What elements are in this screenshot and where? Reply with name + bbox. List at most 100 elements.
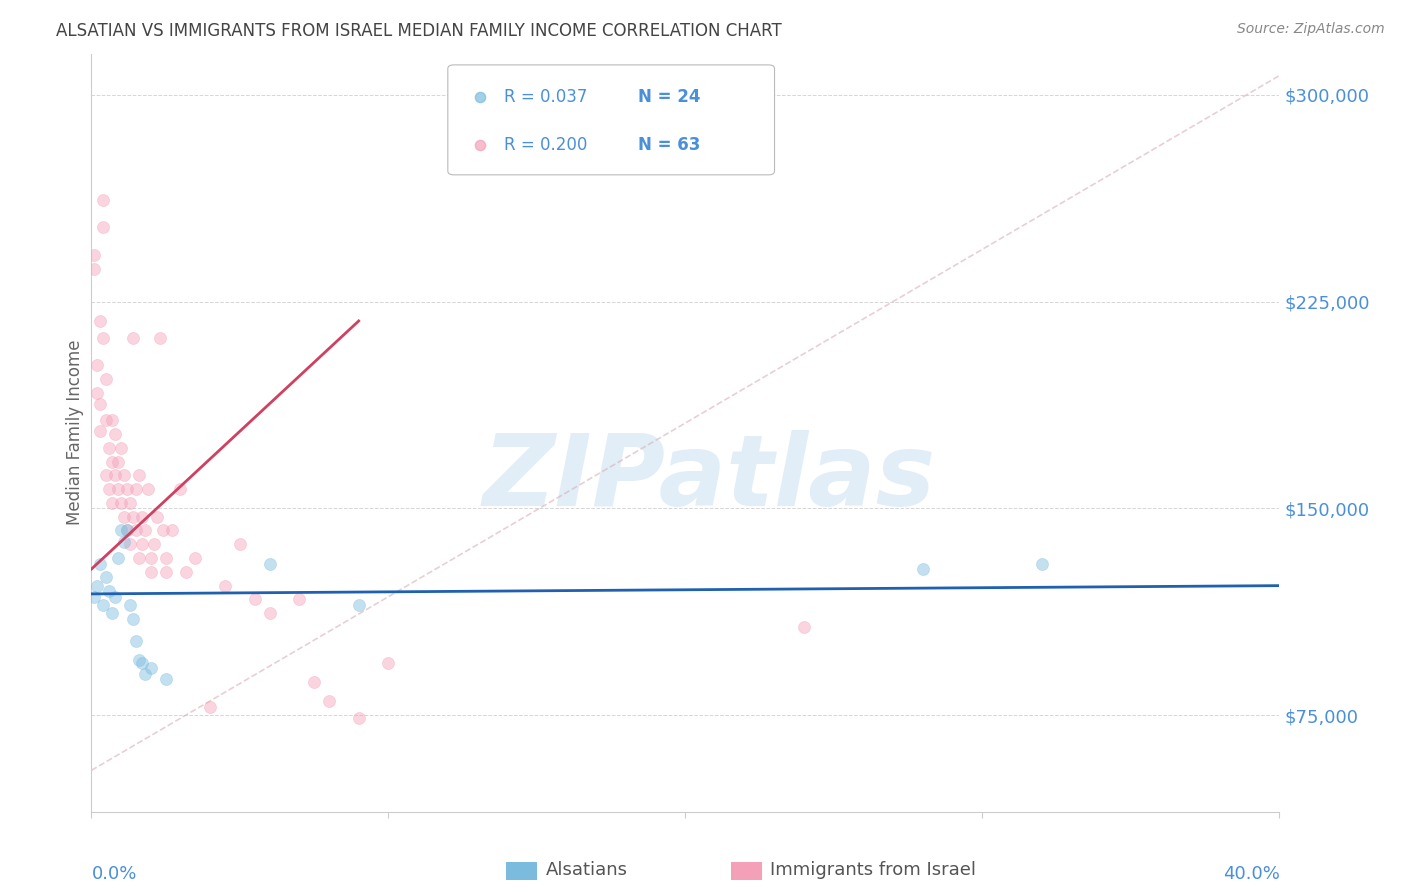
Point <box>107 454 129 468</box>
Point <box>302 675 325 690</box>
FancyBboxPatch shape <box>447 65 775 175</box>
Point <box>122 509 145 524</box>
Point <box>110 496 132 510</box>
Point <box>104 590 127 604</box>
Point <box>125 524 148 538</box>
Point <box>86 385 108 400</box>
Point <box>184 551 207 566</box>
Point <box>89 397 111 411</box>
Text: N = 63: N = 63 <box>638 136 700 154</box>
Point <box>377 656 399 670</box>
Text: ALSATIAN VS IMMIGRANTS FROM ISRAEL MEDIAN FAMILY INCOME CORRELATION CHART: ALSATIAN VS IMMIGRANTS FROM ISRAEL MEDIA… <box>56 22 782 40</box>
Point <box>318 694 340 708</box>
Point <box>118 598 141 612</box>
Point <box>131 656 153 670</box>
Point <box>110 441 132 455</box>
Point <box>83 248 105 262</box>
Point <box>229 537 252 551</box>
Point <box>911 562 934 576</box>
Point <box>104 427 127 442</box>
Point <box>83 261 105 276</box>
Text: R = 0.037: R = 0.037 <box>503 88 588 106</box>
Point <box>96 372 118 386</box>
Point <box>136 482 159 496</box>
Point <box>110 524 132 538</box>
Point <box>214 579 236 593</box>
Point <box>104 468 127 483</box>
Point <box>86 579 108 593</box>
Point <box>139 661 162 675</box>
Y-axis label: Median Family Income: Median Family Income <box>66 340 84 525</box>
Point <box>83 590 105 604</box>
Point <box>101 413 124 427</box>
Point <box>200 700 222 714</box>
Point <box>98 584 121 599</box>
Text: N = 24: N = 24 <box>638 88 700 106</box>
Point <box>155 673 177 687</box>
Point <box>107 482 129 496</box>
Point <box>115 524 138 538</box>
Point <box>134 524 156 538</box>
Point <box>91 193 114 207</box>
Point <box>128 653 150 667</box>
Point <box>101 496 124 510</box>
Point <box>91 220 114 235</box>
Point <box>118 537 141 551</box>
Point <box>149 330 172 344</box>
Point <box>131 509 153 524</box>
Point <box>347 711 370 725</box>
Point <box>131 537 153 551</box>
Point <box>259 606 281 620</box>
Point <box>142 537 165 551</box>
Point <box>89 557 111 571</box>
Point <box>125 633 148 648</box>
Point <box>98 482 121 496</box>
Point <box>112 468 135 483</box>
Point <box>128 551 150 566</box>
Point <box>128 468 150 483</box>
Point <box>793 620 815 634</box>
Point <box>96 468 118 483</box>
Point <box>139 565 162 579</box>
Text: Alsatians: Alsatians <box>546 861 627 879</box>
Point <box>145 509 167 524</box>
Point <box>115 524 138 538</box>
Point <box>101 606 124 620</box>
Point <box>125 482 148 496</box>
Point <box>101 454 124 468</box>
Point <box>160 524 183 538</box>
Point <box>176 565 198 579</box>
Point <box>98 441 121 455</box>
Text: Immigrants from Israel: Immigrants from Israel <box>770 861 977 879</box>
Text: 0.0%: 0.0% <box>91 865 136 883</box>
Point <box>115 482 138 496</box>
Text: ZIPatlas: ZIPatlas <box>482 430 936 526</box>
Text: R = 0.200: R = 0.200 <box>503 136 588 154</box>
Point <box>96 413 118 427</box>
Point <box>118 496 141 510</box>
Point <box>122 612 145 626</box>
Point <box>155 551 177 566</box>
Point <box>259 557 281 571</box>
Point <box>96 570 118 584</box>
Point <box>169 482 191 496</box>
Point <box>1031 557 1053 571</box>
Point <box>288 592 311 607</box>
Point <box>122 330 145 344</box>
Point <box>155 565 177 579</box>
Text: Source: ZipAtlas.com: Source: ZipAtlas.com <box>1237 22 1385 37</box>
Point <box>139 551 162 566</box>
Point <box>243 592 266 607</box>
Point <box>91 330 114 344</box>
Text: 40.0%: 40.0% <box>1223 865 1279 883</box>
Point <box>134 666 156 681</box>
Point <box>86 358 108 372</box>
Point <box>112 509 135 524</box>
Point <box>89 314 111 328</box>
Point <box>112 534 135 549</box>
Point <box>107 551 129 566</box>
Point <box>347 598 370 612</box>
Point <box>152 524 174 538</box>
Point <box>91 598 114 612</box>
Point <box>89 424 111 438</box>
